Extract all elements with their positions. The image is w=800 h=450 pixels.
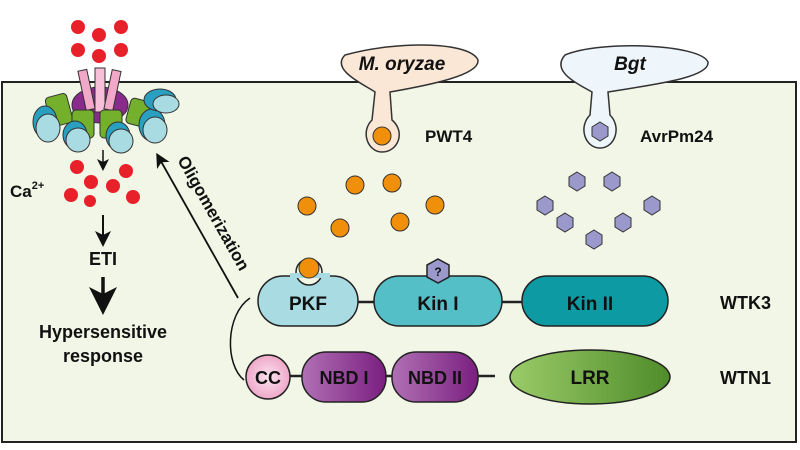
kin2-domain	[521, 275, 669, 327]
complex-bracket	[229, 297, 251, 381]
eti-label: ETI	[89, 249, 117, 269]
pwt4-effector-icon	[372, 126, 392, 146]
calcium-ions-inside	[64, 160, 140, 207]
hr-label-line1: Hypersensitive	[39, 322, 167, 342]
unknown-binding-mark: ?	[434, 265, 441, 279]
wtn1-protein: CC NBD I NBD II LRR	[245, 349, 671, 405]
wtk3-label: WTK3	[720, 293, 771, 313]
nbd1-domain	[301, 351, 387, 403]
avrpm24-effectors	[536, 171, 661, 250]
cc-domain	[245, 354, 291, 400]
wtn1-label: WTN1	[720, 368, 771, 388]
pkf-label: PKF	[289, 294, 327, 315]
bound-pwt4-icon	[298, 257, 320, 279]
oligomerization-arrow	[156, 152, 239, 299]
nbd1-label: NBD I	[320, 368, 369, 388]
calcium-ions-outside	[71, 20, 128, 63]
hr-label-line2: response	[63, 346, 143, 366]
nbd2-domain	[391, 351, 479, 403]
pwt4-label: PWT4	[425, 127, 473, 146]
kin1-label: Kin I	[417, 294, 458, 315]
avrpm24-effector-icon	[591, 121, 609, 142]
nbd2-label: NBD II	[408, 368, 462, 388]
kin2-label: Kin II	[567, 294, 613, 315]
wtk3-protein: PKF ? Kin I Kin II	[257, 257, 669, 327]
avrpm24-label: AvrPm24	[640, 127, 714, 146]
pwt4-effectors	[297, 173, 445, 238]
calcium-label: Ca2+	[10, 180, 44, 201]
lrr-label: LRR	[570, 368, 609, 389]
bgt-hypha	[560, 45, 709, 149]
lrr-domain	[509, 349, 671, 405]
m-oryzae-label: M. oryzae	[359, 54, 446, 75]
bgt-label: Bgt	[614, 54, 646, 75]
bound-avrpm24-icon	[426, 258, 450, 284]
m-oryzae-hypha	[340, 44, 479, 153]
resistosome-channel-icon	[32, 67, 180, 154]
cc-label: CC	[255, 368, 281, 388]
